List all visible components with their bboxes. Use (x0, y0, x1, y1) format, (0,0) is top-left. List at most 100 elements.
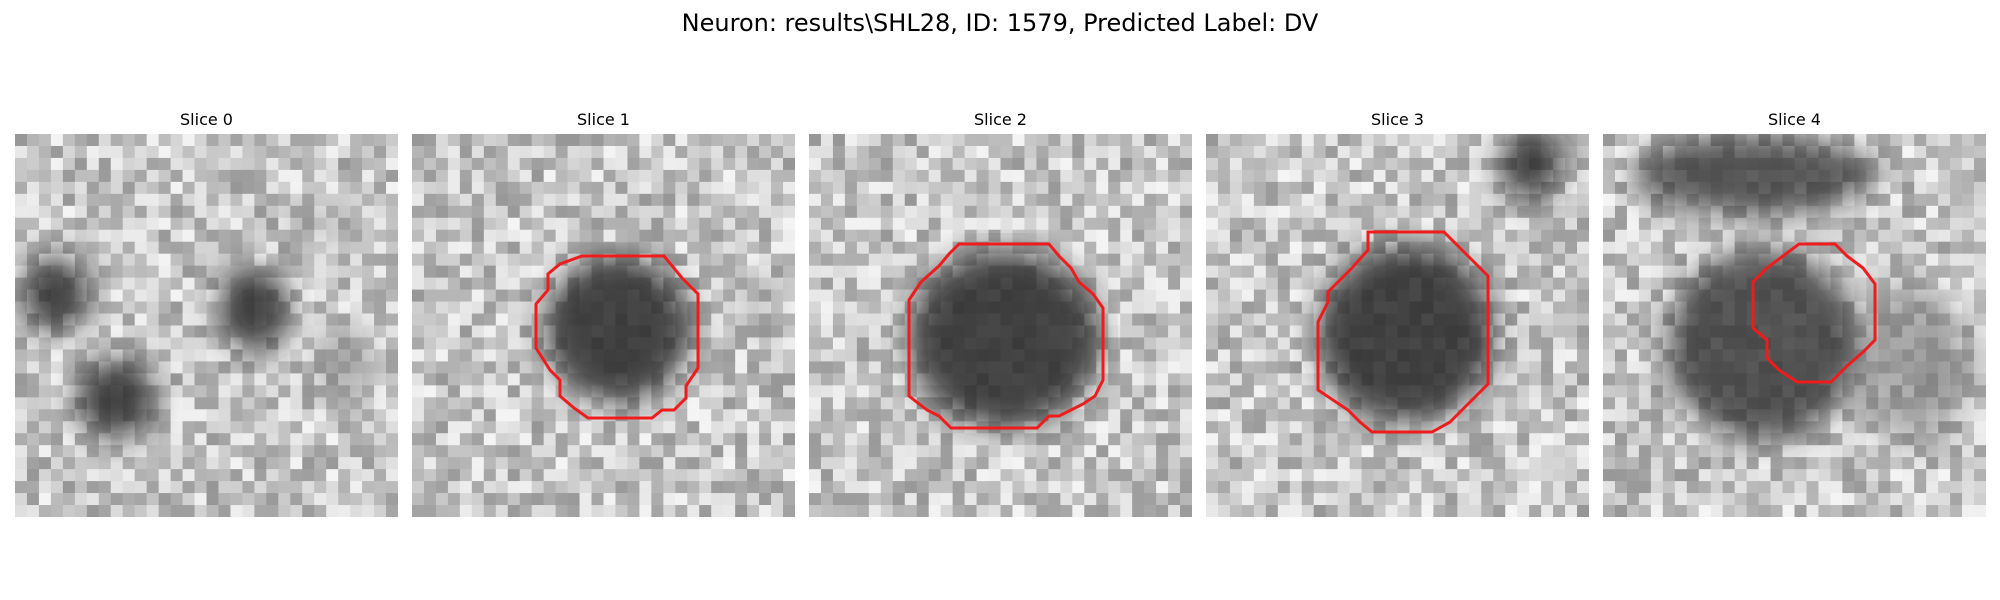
pixel (892, 134, 906, 147)
pixel (194, 277, 208, 291)
pixel (194, 145, 208, 159)
pixel (687, 181, 700, 195)
pixel (880, 433, 894, 446)
pixel (38, 361, 52, 374)
pixel (1012, 134, 1026, 147)
pixel (543, 241, 557, 255)
pixel (988, 217, 1002, 231)
pixel (423, 205, 437, 219)
pixel (1265, 169, 1279, 183)
pixel (820, 337, 834, 351)
pixel (447, 277, 461, 291)
pixel (1505, 313, 1518, 327)
pixel (1878, 253, 1891, 267)
pixel (809, 325, 822, 339)
pixel (290, 505, 303, 517)
pixel (182, 265, 196, 279)
pixel (290, 181, 303, 195)
pixel (543, 373, 557, 386)
pixel (699, 325, 712, 339)
pixel (170, 325, 184, 339)
pixel (1878, 145, 1891, 159)
pixel (1481, 193, 1494, 207)
slice-image (809, 134, 1192, 517)
pixel (218, 373, 232, 386)
pixel (1108, 409, 1121, 422)
pixel (1445, 181, 1458, 195)
pixel (519, 265, 533, 279)
pixel (1325, 134, 1339, 147)
pixel (1603, 373, 1616, 386)
pixel (278, 385, 291, 398)
pixel (1806, 229, 1820, 243)
pixel (242, 433, 255, 446)
pixel (15, 421, 28, 434)
pixel (1421, 433, 1435, 446)
pixel (507, 505, 521, 517)
pixel (1072, 169, 1085, 183)
pixel (555, 181, 569, 195)
pixel (856, 205, 870, 219)
pixel (423, 217, 437, 231)
pixel (555, 145, 569, 159)
pixel (747, 253, 760, 267)
pixel (627, 445, 641, 458)
pixel (1337, 445, 1351, 458)
pixel (567, 493, 581, 506)
pixel (278, 493, 291, 506)
pixel (1325, 265, 1339, 279)
pixel (423, 337, 437, 351)
pixel (350, 193, 363, 207)
pixel (1674, 253, 1688, 267)
pixel (687, 397, 700, 410)
pixel (122, 457, 136, 470)
pixel (435, 325, 449, 339)
pixel (122, 229, 136, 243)
pixel (26, 349, 40, 363)
pixel (1373, 481, 1387, 494)
pixel (928, 193, 942, 207)
pixel (1385, 181, 1399, 195)
pixel (1060, 421, 1073, 434)
pixel (1337, 469, 1351, 482)
pixel (1950, 421, 1963, 434)
pixel (1433, 145, 1446, 159)
pixel (1108, 265, 1121, 279)
pixel (1938, 241, 1951, 255)
pixel (1866, 134, 1879, 147)
pixel (1962, 145, 1975, 159)
pixel (266, 134, 279, 147)
pixel (182, 134, 196, 147)
pixel (435, 505, 449, 517)
pixel (1036, 445, 1049, 458)
pixel (1770, 217, 1784, 231)
pixel (964, 493, 978, 506)
pixel (1385, 433, 1399, 446)
pixel (1241, 301, 1255, 315)
pixel (290, 469, 303, 482)
pixel (868, 289, 882, 303)
pixel (1168, 361, 1181, 374)
pixel (26, 157, 40, 171)
pixel (435, 157, 449, 171)
pixel (663, 241, 676, 255)
pixel (338, 134, 351, 147)
pixel (1349, 469, 1363, 482)
pixel (1206, 397, 1219, 410)
pixel (555, 457, 569, 470)
pixel (663, 169, 676, 183)
pixel (447, 505, 461, 517)
pixel (687, 421, 700, 434)
pixel (1385, 493, 1399, 506)
pixel (880, 313, 894, 327)
pixel (591, 397, 605, 410)
pixel (1505, 421, 1518, 434)
pixel (1301, 169, 1315, 183)
pixel (435, 205, 449, 219)
pixel (412, 193, 425, 207)
pixel (1638, 361, 1652, 374)
pixel (820, 181, 834, 195)
slice-panel-4: Slice 4 (1603, 108, 1986, 517)
pixel (1084, 169, 1097, 183)
pixel (1144, 134, 1157, 147)
